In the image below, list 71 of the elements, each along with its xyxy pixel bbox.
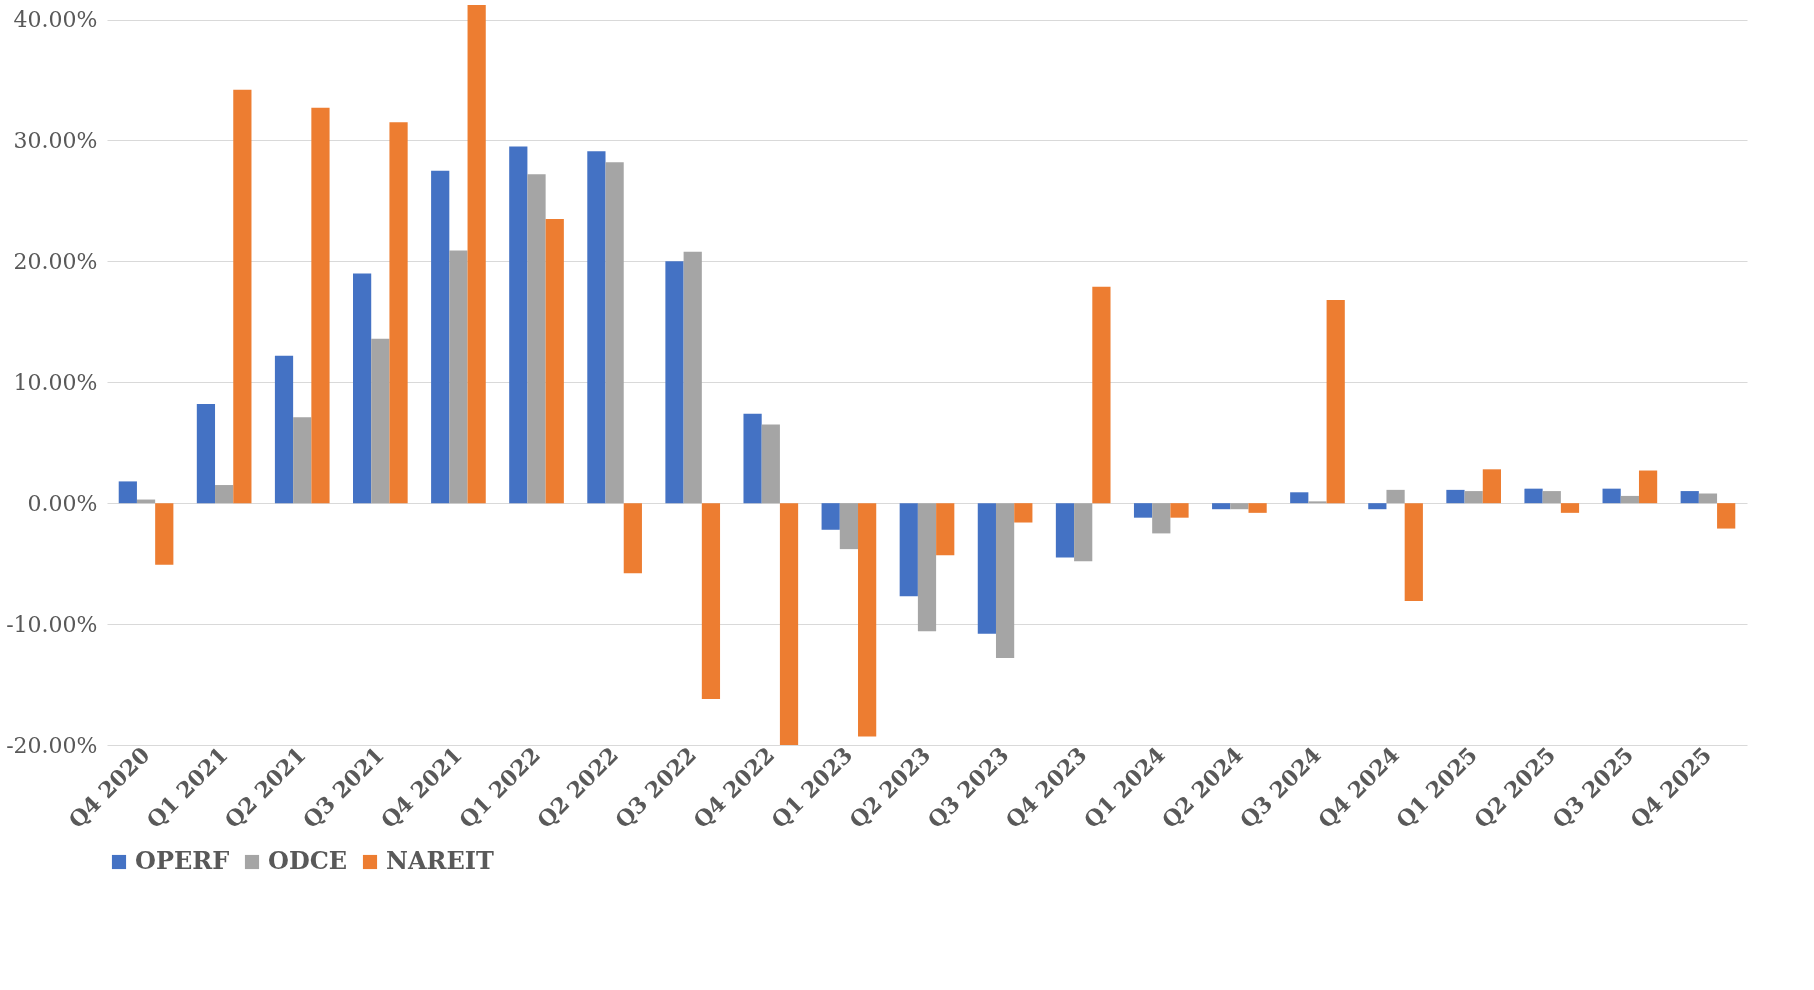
bar [1698,493,1718,504]
bar [683,251,702,504]
bar [1542,491,1561,504]
bar [1602,488,1621,504]
bar [761,424,780,504]
bar [995,503,1015,658]
y-tick-label: 10.00% [13,369,98,395]
bar [858,503,877,737]
bar [1638,470,1658,504]
bar [467,5,486,504]
bar [743,413,762,504]
bar [1212,503,1231,510]
bar [1560,503,1580,513]
bar [1326,300,1345,504]
bar [1230,503,1249,510]
bar [1248,503,1267,513]
legend-label: OPERF [135,846,230,875]
bar [587,151,606,504]
bar [1368,503,1387,510]
bar [821,503,840,530]
bar [1446,489,1465,504]
bar [1464,491,1483,504]
y-tick-label: 40.00% [13,7,98,33]
bar [311,107,330,504]
y-tick-label: 0.00% [27,490,98,516]
bar [623,503,642,574]
bar [196,404,216,504]
bar [1386,489,1405,504]
bar [1133,503,1153,518]
bar [155,503,174,565]
bar [1482,469,1501,504]
bar [977,503,996,634]
bar [936,503,955,556]
bar [1152,503,1171,534]
bar [353,273,372,504]
bar [545,219,564,504]
bar [527,174,546,504]
y-tick-label: -10.00% [6,611,98,637]
bar [1014,503,1033,523]
bar [274,355,294,504]
bar [233,89,252,504]
y-tick-label: 30.00% [13,127,98,153]
bar [1680,491,1699,504]
y-tick-label: -20.00% [6,732,98,758]
bar [899,503,918,597]
bar [371,338,390,504]
bar [1524,488,1543,504]
legend-label: NAREIT [386,846,495,875]
bar [1092,286,1111,504]
bar [779,503,799,745]
bar [605,162,624,504]
bar [1170,503,1189,518]
bar [917,503,937,632]
bar [215,485,234,504]
bar [665,261,684,504]
bar [389,122,408,504]
bar [1717,503,1736,529]
bar [701,503,721,700]
bar [509,146,528,504]
legend-label: ODCE [268,846,348,875]
bar [449,250,468,504]
bar [1290,492,1309,504]
bar [431,170,450,504]
bar [1055,503,1075,558]
bar [1074,503,1093,562]
bar [1404,503,1423,602]
y-tick-label: 20.00% [13,248,98,274]
bar [839,503,859,550]
bar [293,417,312,504]
bar [1620,495,1639,504]
bar [118,481,137,504]
